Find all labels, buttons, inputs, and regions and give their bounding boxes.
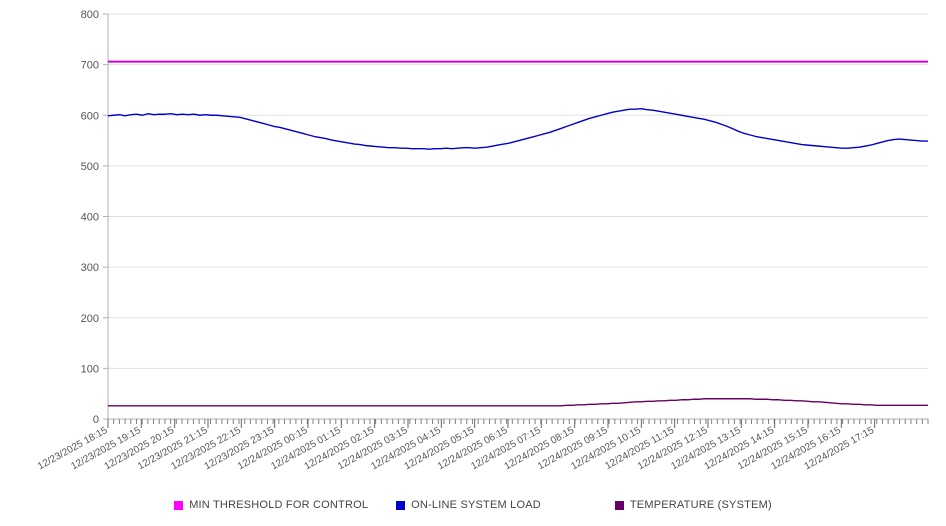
series-line-temperature-system bbox=[108, 398, 928, 407]
legend-swatch-icon bbox=[614, 500, 624, 510]
y-tick-label: 500 bbox=[81, 161, 99, 173]
legend-label: MIN THRESHOLD FOR CONTROL bbox=[189, 499, 369, 511]
series-line-on-line-system-load bbox=[107, 107, 928, 150]
y-tick-label: 300 bbox=[81, 262, 99, 274]
legend-swatch-icon bbox=[396, 500, 406, 510]
y-tick-label: 600 bbox=[81, 110, 99, 122]
y-tick-label: 100 bbox=[81, 363, 99, 375]
y-tick-label: 400 bbox=[81, 212, 99, 224]
y-tick-label: 700 bbox=[81, 60, 99, 72]
legend-item-3[interactable]: TEMPERATURE (SYSTEM) bbox=[614, 499, 772, 511]
legend-swatch-icon bbox=[174, 500, 184, 510]
legend-label: ON-LINE SYSTEM LOAD bbox=[411, 499, 541, 511]
legend-item-1[interactable]: MIN THRESHOLD FOR CONTROL bbox=[174, 499, 368, 511]
y-tick-label: 200 bbox=[81, 313, 99, 325]
legend-label: TEMPERATURE (SYSTEM) bbox=[629, 499, 772, 511]
y-tick-label: 0 bbox=[93, 414, 99, 426]
chart-legend: MIN THRESHOLD FOR CONTROL ON-LINE SYSTEM … bbox=[0, 494, 946, 516]
legend-item-2[interactable]: ON-LINE SYSTEM LOAD bbox=[396, 499, 541, 511]
y-tick-label: 800 bbox=[81, 9, 99, 21]
